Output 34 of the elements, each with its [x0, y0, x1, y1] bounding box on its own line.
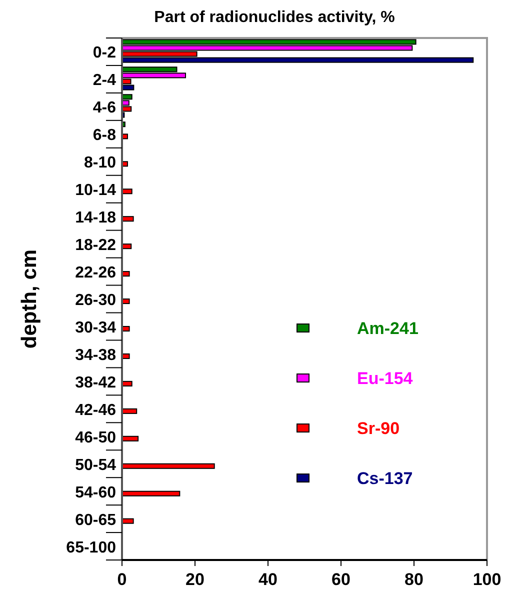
y-tick-label: 22-26 — [75, 264, 116, 282]
y-tick-label: 60-65 — [75, 512, 116, 529]
x-tick-label: 100 — [472, 570, 502, 589]
y-tick-label: 38-42 — [75, 374, 116, 392]
x-tick-label: 60 — [332, 570, 350, 589]
y-tick-label: 30-34 — [75, 319, 116, 336]
x-tick-label: 40 — [258, 570, 278, 589]
y-tick-label: 18-22 — [75, 237, 116, 254]
legend: Am-241 Eu-154 Sr-90 Cs-137 — [296, 319, 418, 488]
y-tick-label: 42-46 — [75, 402, 116, 419]
y-tick-label: 0-2 — [92, 44, 116, 62]
bar — [122, 518, 134, 524]
y-tick-label: 6-8 — [92, 127, 116, 144]
y-tick-label: 26-30 — [75, 292, 116, 309]
y-tick-label: 65-100 — [66, 539, 116, 556]
y-tick-label: 2-4 — [92, 72, 116, 90]
bar — [122, 436, 139, 442]
y-tick-label: 14-18 — [75, 210, 116, 227]
x-tick-label: 0 — [117, 570, 127, 589]
y-axis-title: depth, cm — [18, 249, 41, 349]
y-tick-label: 54-60 — [75, 484, 116, 502]
x-tick-label: 80 — [404, 570, 424, 589]
y-tick-label: 34-38 — [75, 346, 116, 364]
y-tick-label: 8-10 — [84, 154, 116, 172]
bar — [122, 216, 134, 222]
bar — [122, 463, 215, 469]
y-tick-label: 50-54 — [75, 456, 116, 474]
y-tick-label: 46-50 — [75, 429, 116, 446]
x-tick-label: 20 — [186, 570, 204, 589]
bar — [122, 408, 138, 414]
y-tick-label: 4-6 — [92, 100, 116, 117]
y-tick-label: 10-14 — [75, 182, 116, 200]
chart-title: Part of radionuclides activity, % — [154, 9, 395, 26]
bar — [122, 490, 180, 496]
